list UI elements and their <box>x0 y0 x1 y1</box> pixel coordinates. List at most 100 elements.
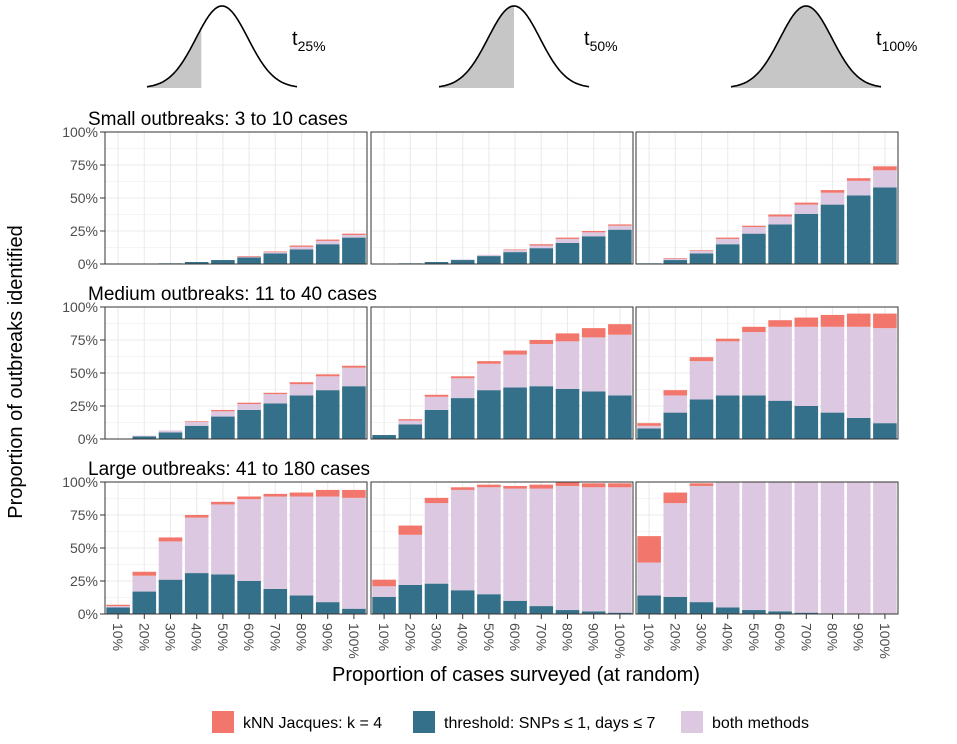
bar-both <box>315 496 340 603</box>
x-tick-label: 60% <box>241 623 257 651</box>
bar-both <box>315 376 340 391</box>
bar-threshold <box>742 395 766 439</box>
bar-knn <box>342 489 366 498</box>
bar-threshold <box>132 591 157 614</box>
bar-knn <box>263 493 288 497</box>
bar-knn <box>608 224 632 226</box>
bar-threshold <box>477 594 501 614</box>
bar-both <box>689 250 714 254</box>
bar-both <box>132 435 157 437</box>
y-axis-title: Proportion of outbreaks identified <box>5 225 27 519</box>
x-tick-label: 50% <box>215 623 231 651</box>
y-tick-label: 0% <box>78 431 98 447</box>
legend-item-knn: kNN Jacques: k = 4 <box>212 711 382 733</box>
x-tick-label: 50% <box>481 623 497 651</box>
bar-knn <box>608 324 632 335</box>
bar-both <box>689 361 714 400</box>
bar-both <box>742 332 766 396</box>
bar-both <box>742 227 766 234</box>
bar-threshold <box>529 248 554 264</box>
bar-threshold <box>289 395 314 439</box>
bar-threshold <box>477 256 501 264</box>
bar-threshold <box>450 260 475 264</box>
bar-knn <box>398 525 423 535</box>
bar-knn <box>555 333 580 342</box>
density-curve <box>438 5 590 88</box>
bar-threshold <box>820 412 845 439</box>
curve-label-subscript: 25% <box>298 38 326 54</box>
bar-knn <box>477 484 501 488</box>
bar-threshold <box>689 602 714 614</box>
legend-swatch <box>212 711 234 733</box>
bar-threshold <box>342 386 366 439</box>
bar-knn <box>372 579 396 587</box>
bar-threshold <box>742 233 766 264</box>
bar-threshold <box>424 262 449 264</box>
panel-r2-c2 <box>370 306 634 440</box>
bar-both <box>132 575 157 592</box>
bar-knn <box>794 317 819 327</box>
bar-both <box>289 496 314 596</box>
x-tick-label: 80% <box>825 623 841 651</box>
y-tick-label: 75% <box>70 332 98 348</box>
bar-threshold <box>503 252 527 264</box>
bar-threshold <box>529 386 554 439</box>
bar-threshold <box>768 611 792 614</box>
legend-label: kNN Jacques: k = 4 <box>243 715 382 732</box>
bar-both <box>581 232 606 237</box>
bar-both <box>820 482 845 614</box>
x-axis-title: Proportion of cases surveyed (at random) <box>332 664 700 686</box>
panel-r3-c1: 10% 20% 30% 40% 50% 60% 70% 80% 90% 100% <box>104 481 368 659</box>
bar-both <box>873 328 897 424</box>
bar-both <box>637 562 661 596</box>
bar-knn <box>768 214 792 217</box>
bar-knn <box>450 487 475 490</box>
x-tick-label: 10% <box>110 623 126 651</box>
bar-knn <box>158 537 183 542</box>
bar-both <box>158 541 183 580</box>
bar-both <box>581 487 606 612</box>
panel-border <box>370 481 634 615</box>
bar-both <box>263 252 288 254</box>
bar-both <box>237 256 261 258</box>
bar-both <box>289 246 314 250</box>
x-tick-label: 70% <box>267 623 283 651</box>
legend-item-both: both methods <box>681 711 809 733</box>
chart-panels: Small outbreaks: 3 to 10 cases 0% 25% 50% 75… <box>62 109 899 659</box>
bar-knn <box>689 357 714 362</box>
x-tick-label: 100% <box>346 623 362 659</box>
bar-threshold <box>715 395 740 439</box>
bar-threshold <box>608 395 632 439</box>
bar-both <box>794 204 819 214</box>
panel-r2-c3 <box>635 306 899 440</box>
bar-knn <box>529 484 554 489</box>
bar-both <box>184 517 209 574</box>
panel-border <box>104 131 368 265</box>
bar-knn <box>237 496 261 500</box>
x-tick-label: 30% <box>694 623 710 651</box>
row-1: Small outbreaks: 3 to 10 cases 0% 25% 50% 75… <box>62 109 899 272</box>
bar-knn <box>211 409 235 412</box>
bar-threshold <box>873 423 897 439</box>
row-title: Small outbreaks: 3 to 10 cases <box>88 109 348 130</box>
x-tick-label: 40% <box>455 623 471 651</box>
bar-threshold <box>211 260 235 264</box>
bar-threshold <box>794 612 819 614</box>
y-tick-label: 25% <box>70 398 98 414</box>
bar-both <box>424 503 449 584</box>
shaded-area <box>439 6 514 88</box>
bar-both <box>873 482 897 614</box>
density-curve <box>730 5 882 88</box>
bar-knn <box>768 320 792 327</box>
bar-both <box>715 238 740 245</box>
bar-threshold <box>289 595 314 614</box>
bar-threshold <box>237 257 261 264</box>
bar-knn <box>873 166 897 171</box>
y-tick-label: 100% <box>62 299 98 315</box>
bar-both <box>555 238 580 243</box>
bar-threshold <box>742 610 766 614</box>
y-tick-label: 50% <box>70 190 98 206</box>
distribution-curve-3: t100% <box>730 5 918 88</box>
bar-threshold <box>184 573 209 614</box>
curve-label-subscript: 100% <box>882 38 918 54</box>
